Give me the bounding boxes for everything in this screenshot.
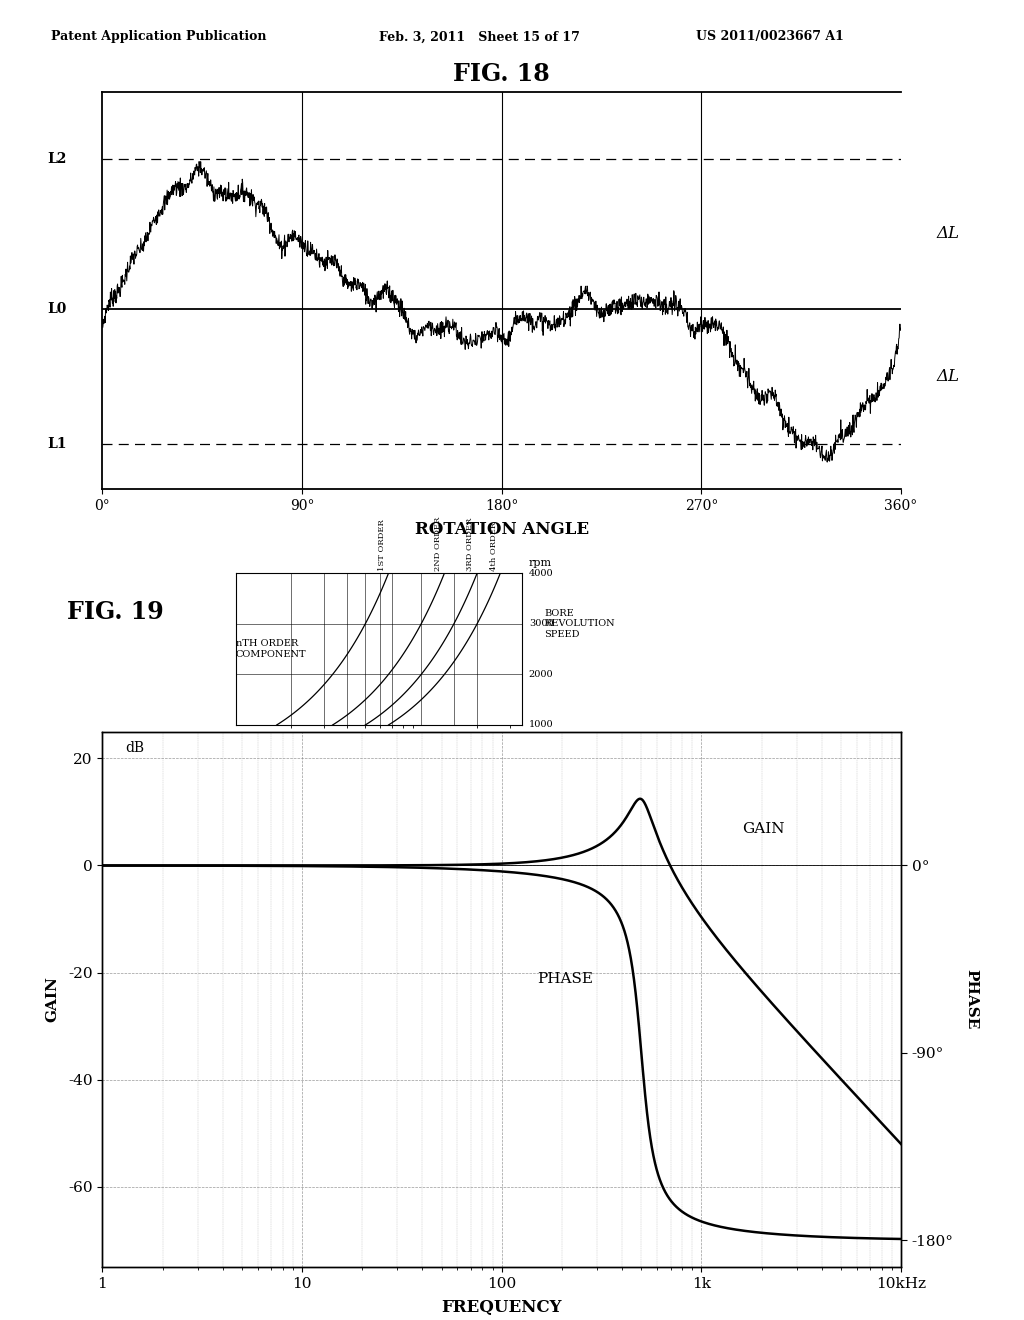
Text: BORE
REVOLUTION
SPEED: BORE REVOLUTION SPEED [545, 609, 614, 639]
Text: 1ST ORDER: 1ST ORDER [378, 519, 386, 570]
Text: PHASE: PHASE [537, 973, 593, 986]
Y-axis label: PHASE: PHASE [965, 969, 979, 1030]
Text: L2: L2 [47, 152, 67, 165]
Text: rpm: rpm [528, 558, 552, 568]
Text: L0: L0 [47, 302, 67, 315]
Text: 2000: 2000 [528, 669, 554, 678]
Text: 3000: 3000 [528, 619, 554, 628]
Title: FIG. 18: FIG. 18 [454, 62, 550, 86]
Text: nTH ORDER
COMPONENT: nTH ORDER COMPONENT [236, 639, 306, 659]
Y-axis label: GAIN: GAIN [46, 977, 59, 1022]
Text: dB: dB [125, 741, 144, 755]
Text: 2ND ORDER: 2ND ORDER [434, 516, 441, 570]
Text: Feb. 3, 2011   Sheet 15 of 17: Feb. 3, 2011 Sheet 15 of 17 [379, 30, 580, 44]
Text: 4th ORDER: 4th ORDER [489, 521, 498, 570]
Text: ΔL: ΔL [937, 226, 959, 242]
Text: Patent Application Publication: Patent Application Publication [51, 30, 266, 44]
Text: 3RD ORDER: 3RD ORDER [466, 517, 474, 570]
Text: 1000: 1000 [528, 721, 554, 730]
Text: ΔL: ΔL [937, 368, 959, 385]
X-axis label: FREQUENCY: FREQUENCY [441, 1299, 562, 1316]
Text: US 2011/0023667 A1: US 2011/0023667 A1 [696, 30, 844, 44]
X-axis label: ROTATION ANGLE: ROTATION ANGLE [415, 521, 589, 539]
Text: L1: L1 [47, 437, 67, 451]
Text: GAIN: GAIN [742, 822, 784, 837]
Text: FIG. 19: FIG. 19 [67, 601, 163, 624]
Text: 4000: 4000 [528, 569, 554, 578]
